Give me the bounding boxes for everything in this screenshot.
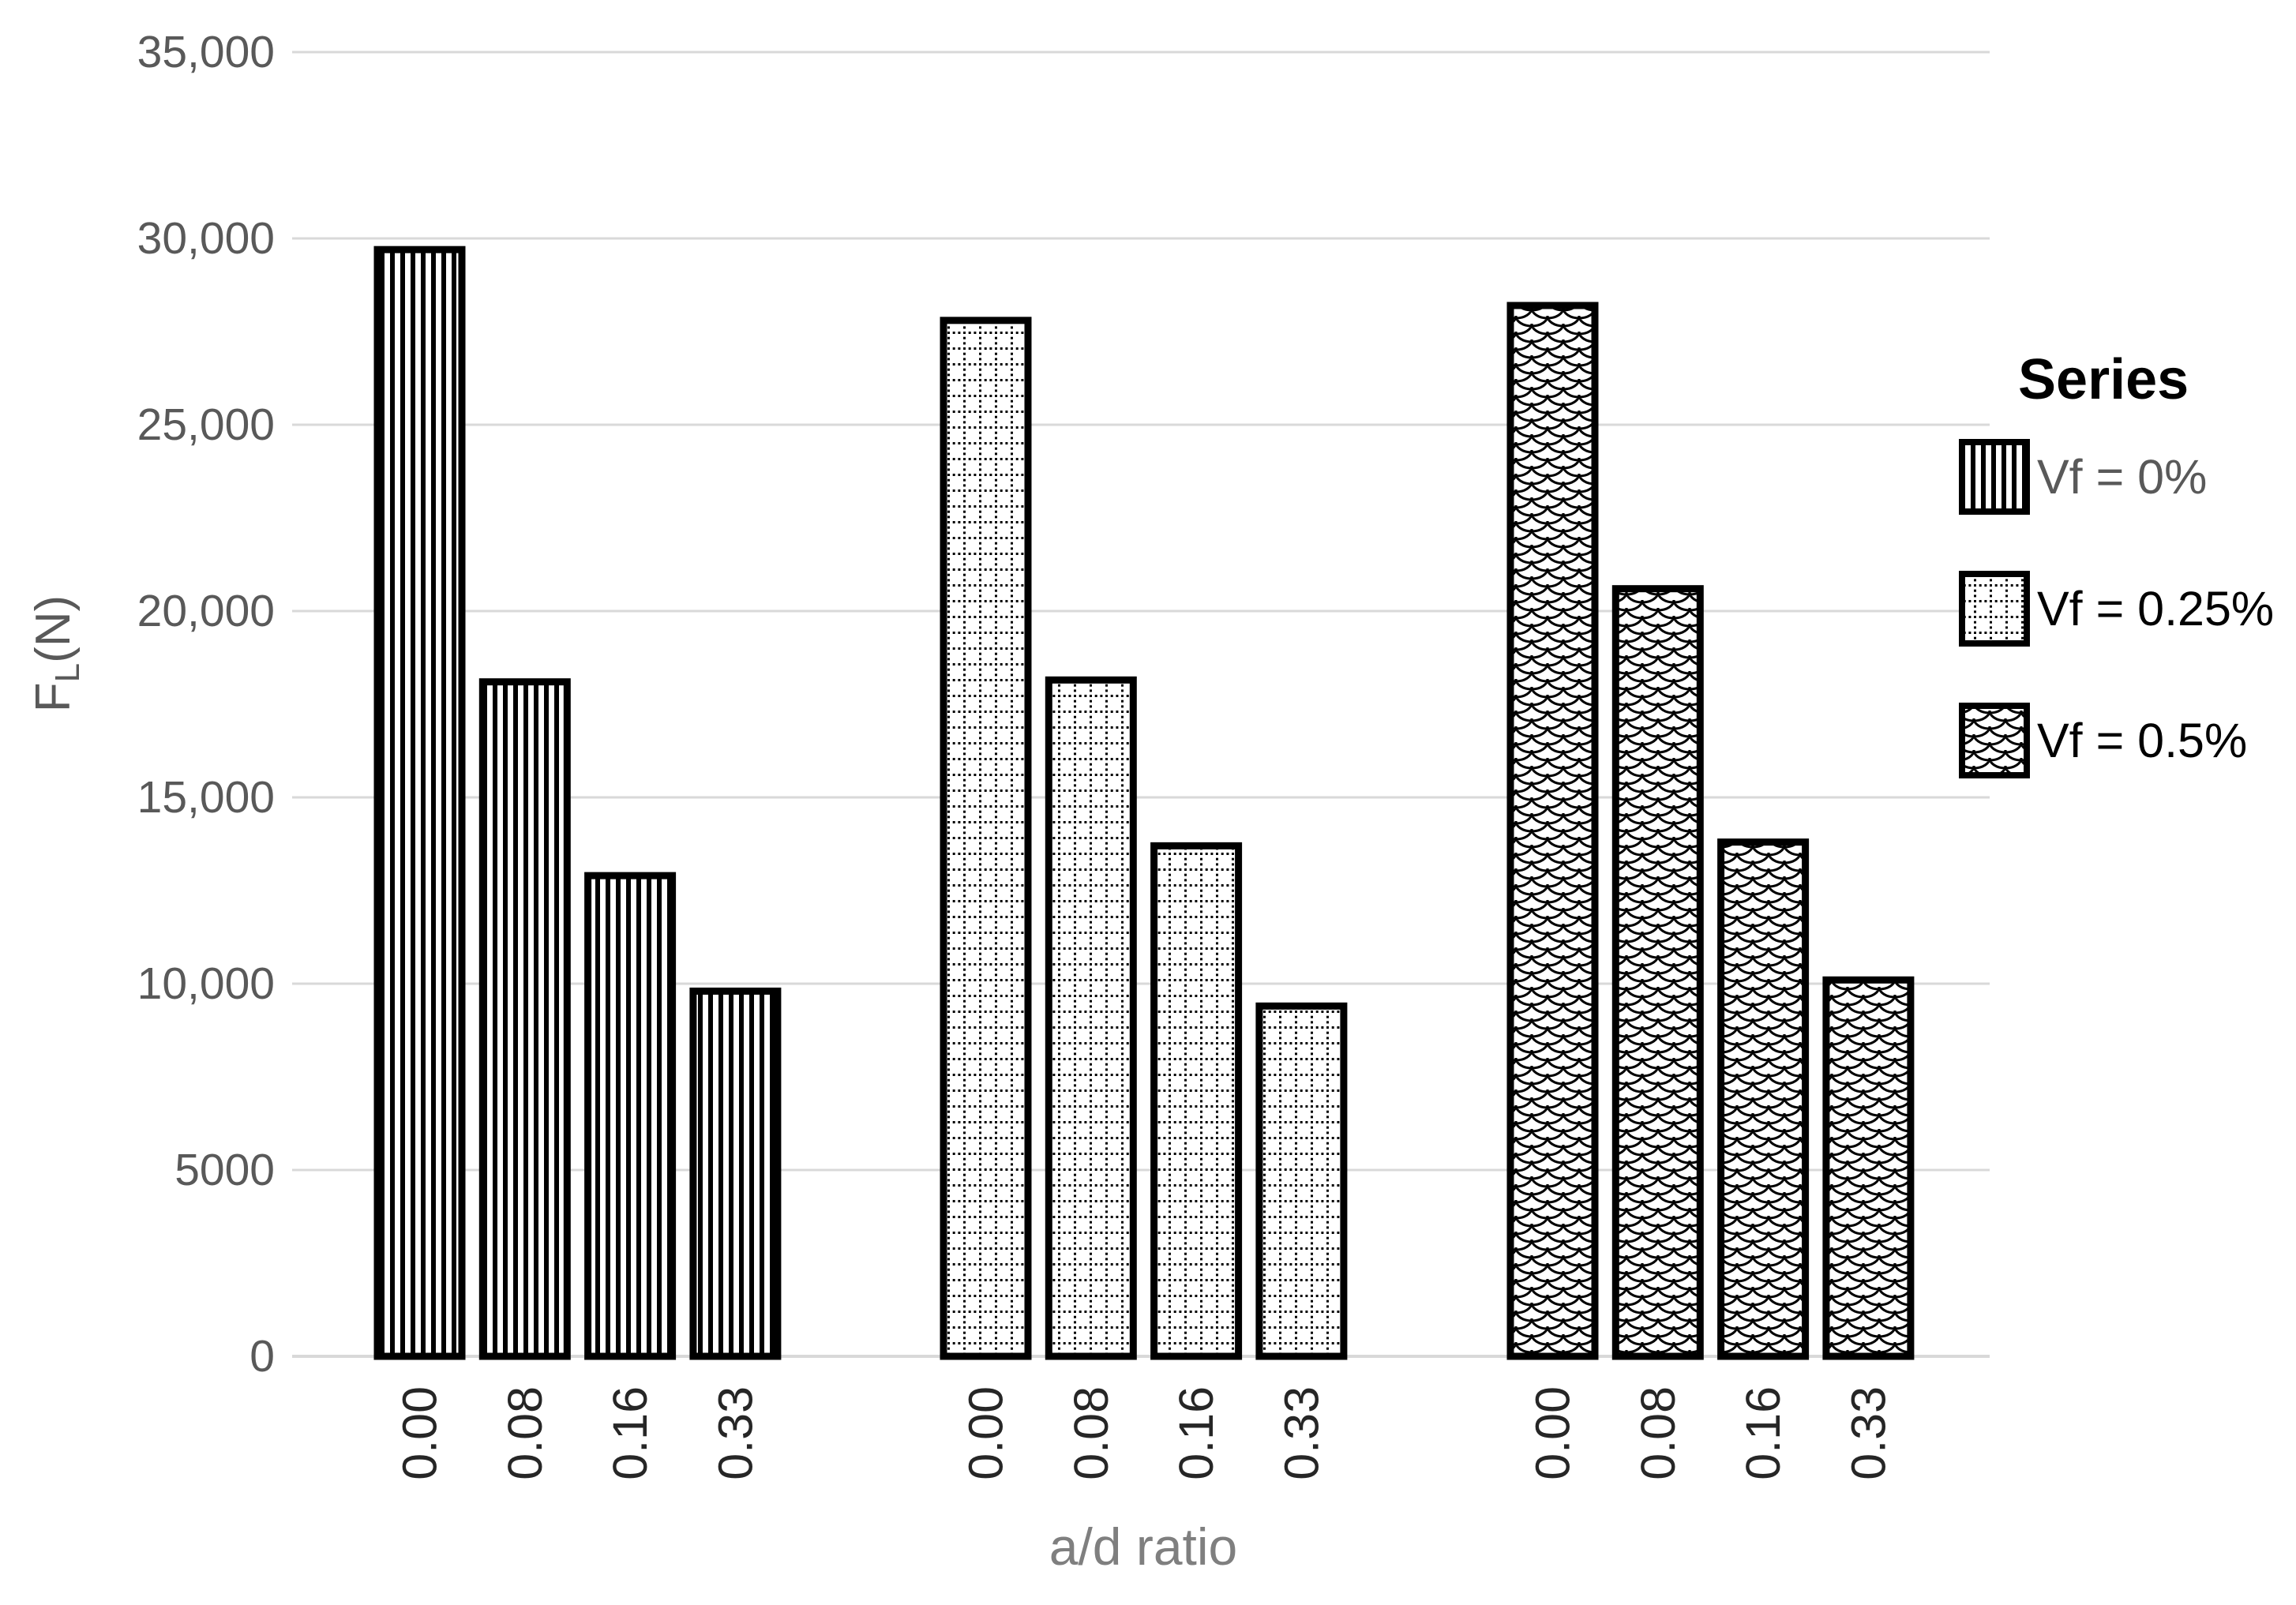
bar-Vf=0.25%-0.00	[940, 317, 1032, 1360]
y-tick-label: 25,000	[137, 399, 275, 450]
y-tick-label: 5000	[174, 1145, 275, 1195]
y-tick-label: 35,000	[137, 27, 275, 77]
bar-Vf=0%-0.16	[584, 872, 677, 1360]
y-axis-title-sub: L	[48, 663, 87, 682]
x-tick-label: 0.16	[603, 1386, 657, 1480]
y-tick-label: 30,000	[137, 213, 275, 264]
legend-item: Vf = 0.25%	[1959, 571, 2274, 647]
x-axis-title: a/d ratio	[1049, 1517, 1237, 1576]
legend-label: Vf = 0%	[2037, 450, 2207, 504]
bar-Vf=0.5%-0.33	[1822, 976, 1915, 1360]
bar-Vf=0.25%-0.33	[1255, 1002, 1348, 1360]
legend-group: Series Vf = 0% Vf = 0.25% Vf = 0.5%	[1959, 348, 2274, 778]
x-tick-label: 0.00	[1526, 1386, 1580, 1480]
bar-Vf=0%-0.00	[373, 246, 466, 1360]
legend-swatch-dotted-grid	[1959, 571, 2030, 647]
bar-Vf=0%-0.33	[689, 987, 782, 1360]
bar-Vf=0.5%-0.16	[1717, 838, 1810, 1360]
legend-label: Vf = 0.25%	[2037, 582, 2274, 636]
bar-Vf=0.5%-0.08	[1611, 585, 1704, 1360]
x-tick-label: 0.08	[498, 1386, 552, 1480]
x-tick-label: 0.00	[959, 1386, 1013, 1480]
y-axis-title-main: F	[26, 682, 81, 712]
x-tick-label: 0.33	[1274, 1386, 1328, 1480]
legend-swatch-vertical-stripes	[1959, 439, 2030, 515]
legend-label: Vf = 0.5%	[2037, 714, 2247, 767]
y-axis-title-rest: (N)	[26, 595, 81, 663]
x-tick-label: 0.16	[1169, 1386, 1223, 1480]
x-tick-label: 0.16	[1736, 1386, 1790, 1480]
bar-Vf=0%-0.08	[478, 678, 571, 1360]
y-tick-label: 0	[249, 1331, 275, 1382]
legend-title: Series	[2018, 348, 2189, 411]
x-tick-label: 0.33	[708, 1386, 762, 1480]
x-tick-label: 0.08	[1631, 1386, 1685, 1480]
y-tick-label: 15,000	[137, 772, 275, 823]
axes-group: 0 5000 10,000 15,000 20,000 25,000 30,000 35,00…	[26, 27, 1895, 1576]
bar-Vf=0.25%-0.08	[1045, 676, 1137, 1360]
legend-swatch-fish-scales	[1959, 703, 2030, 778]
x-tick-label: 0.00	[393, 1386, 447, 1480]
gridlines-group	[292, 51, 1990, 1358]
y-axis-title: FL(N)	[26, 595, 87, 712]
x-tick-label: 0.33	[1841, 1386, 1895, 1480]
legend-item: Vf = 0.5%	[1959, 703, 2247, 778]
x-tick-label: 0.08	[1064, 1386, 1118, 1480]
y-tick-label: 10,000	[137, 958, 275, 1009]
bar-Vf=0.5%-0.00	[1506, 302, 1599, 1360]
legend-item: Vf = 0%	[1959, 439, 2207, 515]
bars-group	[373, 246, 1915, 1360]
y-tick-label: 20,000	[137, 586, 275, 636]
bar-Vf=0.25%-0.16	[1150, 842, 1243, 1360]
